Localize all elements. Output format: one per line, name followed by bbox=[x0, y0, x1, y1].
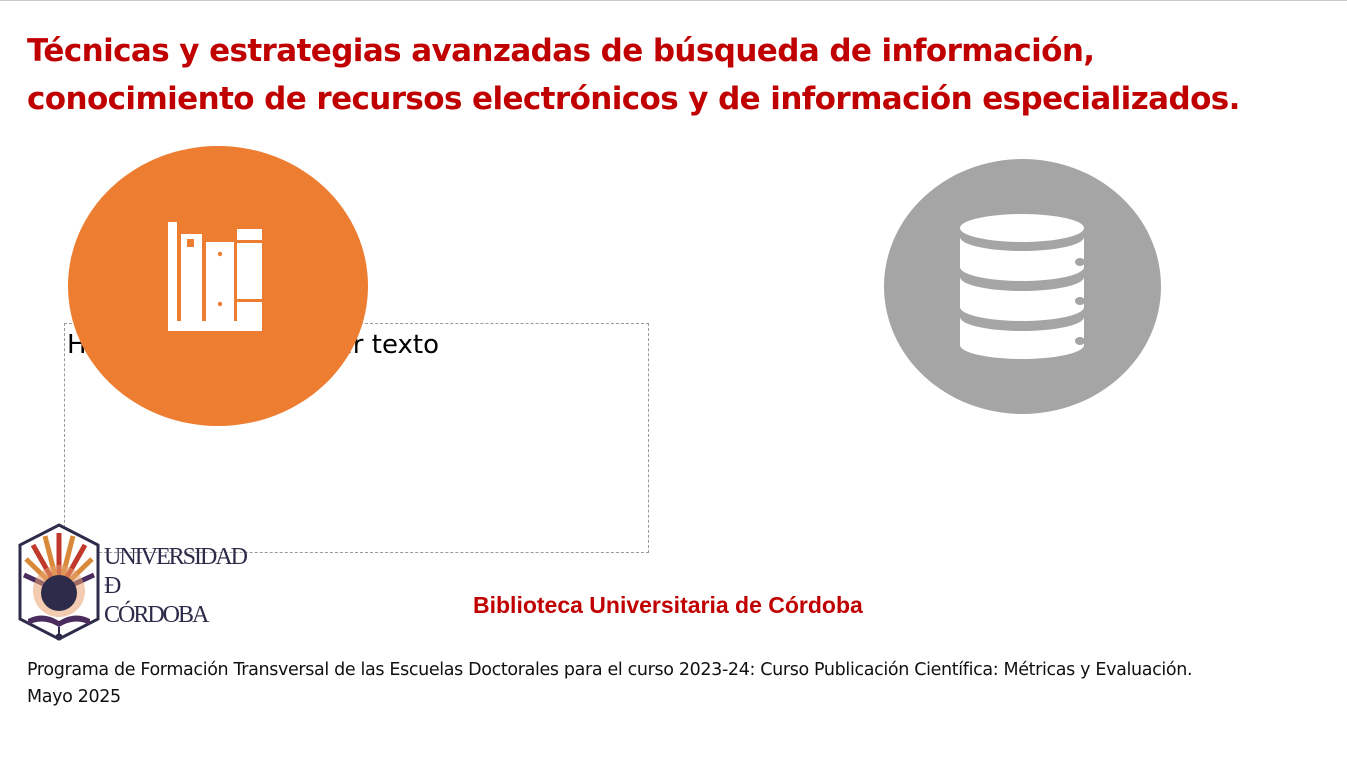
university-logo-line-1: UNIVERSIDAD bbox=[104, 544, 248, 570]
university-logo-line-3: CÓRDOBA bbox=[104, 602, 209, 628]
university-emblem-icon bbox=[18, 523, 100, 641]
university-logo-line-2: Ð bbox=[104, 573, 121, 599]
footer-line-1: Programa de Formación Transversal de las… bbox=[27, 660, 1193, 680]
university-logo: UNIVERSIDAD Ð CÓRDOBA bbox=[18, 523, 248, 645]
footer-text: Programa de Formación Transversal de las… bbox=[27, 657, 1327, 711]
footer-line-2: Mayo 2025 bbox=[27, 687, 121, 707]
slide-title-line-2: conocimiento de recursos electrónicos y … bbox=[27, 81, 1240, 117]
books-badge bbox=[68, 146, 368, 426]
database-badge bbox=[884, 159, 1161, 414]
slide-title: Técnicas y estrategias avanzadas de búsq… bbox=[27, 27, 1317, 123]
university-logo-text: UNIVERSIDAD Ð CÓRDOBA bbox=[104, 543, 248, 630]
slide-title-line-1: Técnicas y estrategias avanzadas de búsq… bbox=[27, 33, 1095, 69]
database-icon bbox=[960, 214, 1085, 359]
library-name: Biblioteca Universitaria de Córdoba bbox=[473, 592, 863, 618]
books-icon bbox=[168, 222, 262, 331]
